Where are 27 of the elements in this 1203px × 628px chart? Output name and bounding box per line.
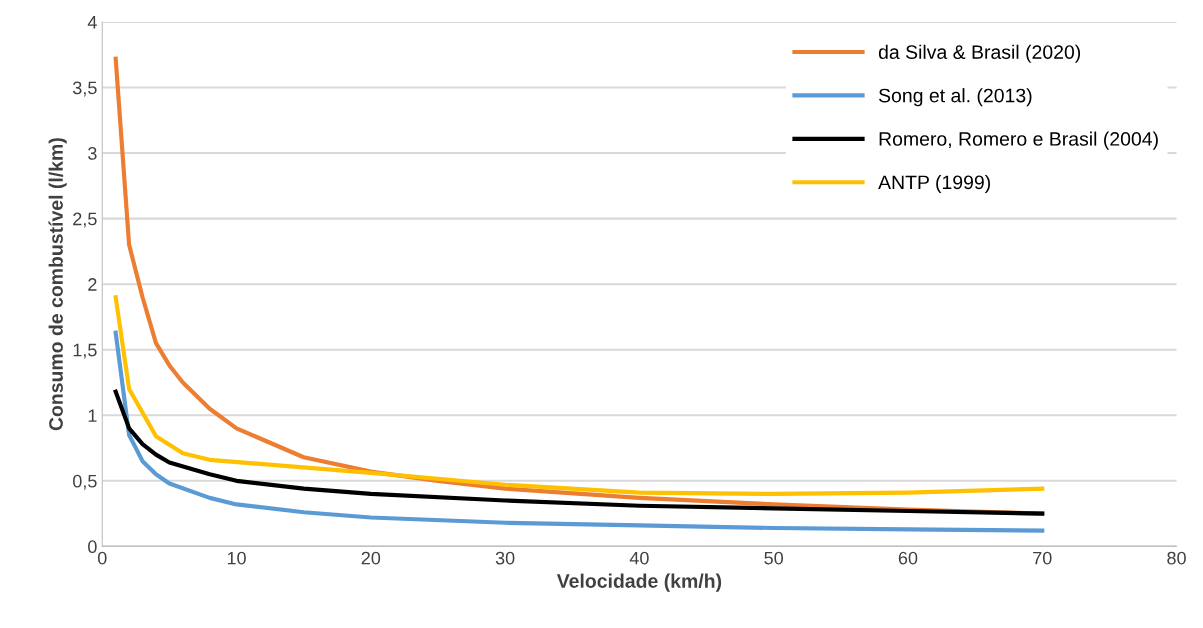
y-tick-label: 1 <box>88 409 97 422</box>
x-tick-label: 70 <box>1033 551 1052 565</box>
x-tick-label: 80 <box>1167 551 1186 565</box>
x-tick-label: 0 <box>97 551 107 565</box>
line-series <box>113 295 1045 497</box>
y-tick-label: 3 <box>88 147 97 160</box>
legend-label: Romero, Romero e Brasil (2004) <box>879 131 1158 150</box>
y-tick-label: 3,5 <box>72 81 97 97</box>
x-axis-title: Velocidade (km/h) <box>556 573 722 592</box>
y-tick-label: 0,5 <box>73 474 97 490</box>
legend-label: da Silva & Brasil (2020) <box>878 44 1081 63</box>
y-tick-label: 1,5 <box>73 343 97 359</box>
x-tick-label: 10 <box>227 551 246 565</box>
x-tick-label: 20 <box>361 551 381 565</box>
x-tick-label: 30 <box>495 551 515 565</box>
x-tick-label: 50 <box>764 551 784 565</box>
x-tick-label: 40 <box>629 551 649 565</box>
legend-label: ANTP (1999) <box>878 174 991 194</box>
line-series <box>113 389 1045 516</box>
legend-label: Song et al. (2013) <box>878 88 1032 107</box>
y-tick-label: 2 <box>88 278 97 291</box>
line-series <box>113 330 1045 533</box>
y-axis-title: Consumo de combustível (l/km) <box>48 138 67 431</box>
y-tick-label: 2,5 <box>73 212 97 228</box>
y-tick-label: 0 <box>88 540 97 554</box>
y-tick-label: 4 <box>87 16 97 29</box>
x-tick-label: 60 <box>898 551 918 565</box>
